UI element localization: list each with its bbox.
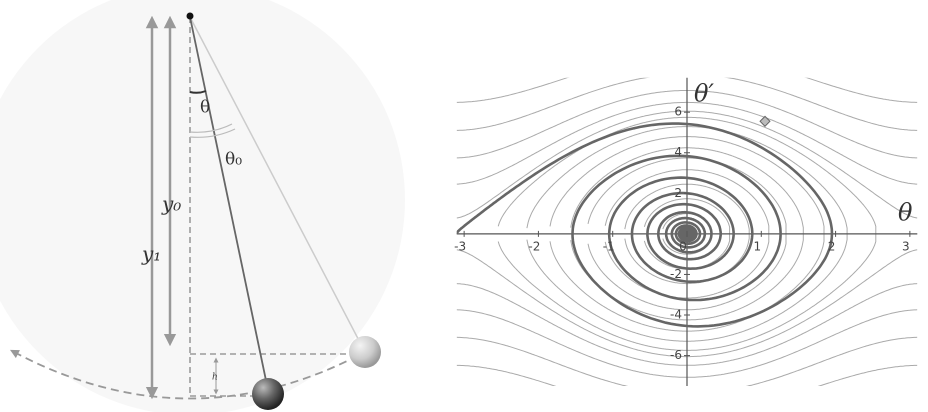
bob — [252, 378, 284, 410]
rod-initial — [189, 16, 366, 353]
level-curve — [456, 336, 918, 386]
y-tick-label: -6 — [670, 348, 682, 362]
h-label: h — [212, 373, 218, 383]
level-curve — [456, 77, 918, 131]
rod — [189, 16, 269, 391]
y-tick-label: -2 — [670, 267, 682, 281]
swing-arc — [10, 349, 366, 400]
x-tick-label: -3 — [454, 239, 466, 253]
theta0-arc — [189, 128, 236, 138]
background-disc — [0, 0, 405, 412]
y-tick-label: 2 — [674, 186, 682, 200]
y-axis-label: θ′ — [694, 80, 714, 108]
theta0-label: θ₀ — [225, 150, 242, 170]
pivot — [186, 12, 194, 20]
pendulum-diagram: θ θ₀ y₀ y₁ h — [0, 0, 405, 412]
level-curve — [456, 364, 918, 386]
theta-arc — [189, 90, 207, 94]
y-tick-label: 4 — [674, 145, 682, 159]
theta-label: θ — [200, 98, 210, 118]
current-state — [759, 115, 771, 127]
bob-initial — [349, 336, 381, 368]
x-tick-label: -1 — [603, 239, 615, 253]
x-axis-label: θ — [898, 199, 913, 227]
y1-label: y₁ — [141, 242, 161, 266]
y0-label: y₀ — [161, 192, 181, 216]
trajectory — [456, 122, 834, 328]
phase-plot: -3 -2 -1 0 1 2 3 -6 -4 -2 2 4 6 θ θ′ — [454, 77, 918, 386]
y-tick-label: -4 — [670, 308, 682, 322]
x-tick-label: 1 — [753, 239, 761, 253]
theta0-arc — [189, 123, 233, 133]
level-curve — [456, 77, 918, 103]
x-tick-label: 2 — [828, 239, 836, 253]
x-tick-label: 3 — [902, 239, 910, 253]
y-tick-label: 6 — [674, 105, 682, 119]
x-tick-label: -2 — [528, 239, 540, 253]
x-tick-label: 0 — [679, 239, 687, 253]
